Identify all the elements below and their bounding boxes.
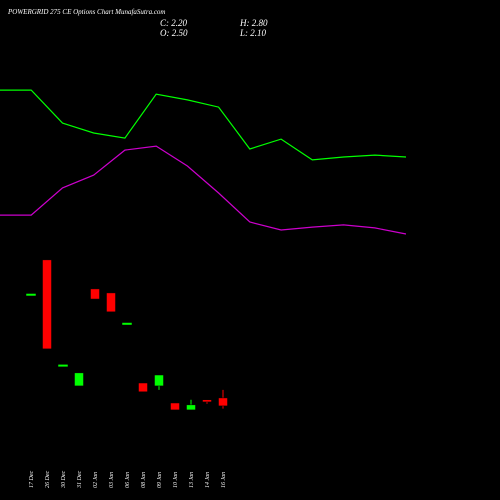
x-tick-label: 17 Dec [29, 471, 35, 488]
x-tick-label: 03 Jan [109, 472, 115, 488]
candle-body [170, 402, 180, 411]
candle-body [122, 322, 132, 325]
chart-title: POWERGRID 275 CE Options Chart MunafaSut… [7, 8, 166, 16]
candle-body [90, 288, 100, 300]
candle-body [186, 404, 196, 411]
candle-body [74, 372, 84, 387]
indicator-line [0, 89, 407, 161]
candle-body [202, 399, 212, 403]
header-high: H: 2.80 [239, 18, 268, 28]
candle-body [58, 364, 68, 367]
header-low: L: 2.10 [239, 28, 267, 38]
x-tick-label: 26 Dec [45, 471, 51, 488]
header-close: C: 2.20 [160, 18, 188, 28]
candle-body [218, 397, 228, 407]
header-open: O: 2.50 [160, 28, 188, 38]
candle-body [26, 293, 36, 296]
candle-body [42, 259, 52, 350]
x-tick-label: 31 Dec [77, 471, 83, 489]
x-tick-label: 08 Jan [141, 472, 147, 488]
candle-body [138, 382, 148, 393]
candle-body [106, 292, 116, 313]
x-tick-label: 13 Jan [189, 472, 195, 488]
x-tick-label: 10 Jan [173, 472, 179, 488]
x-tick-label: 02 Jan [93, 472, 99, 488]
x-tick-label: 09 Jan [157, 472, 163, 488]
x-tick-label: 14 Jan [204, 472, 211, 488]
x-tick-label: 16 Jan [221, 472, 227, 488]
x-tick-label: 30 Dec [61, 471, 67, 489]
candle-body [154, 374, 164, 387]
x-tick-label: 06 Jan [125, 472, 131, 488]
indicator-line [0, 145, 407, 235]
